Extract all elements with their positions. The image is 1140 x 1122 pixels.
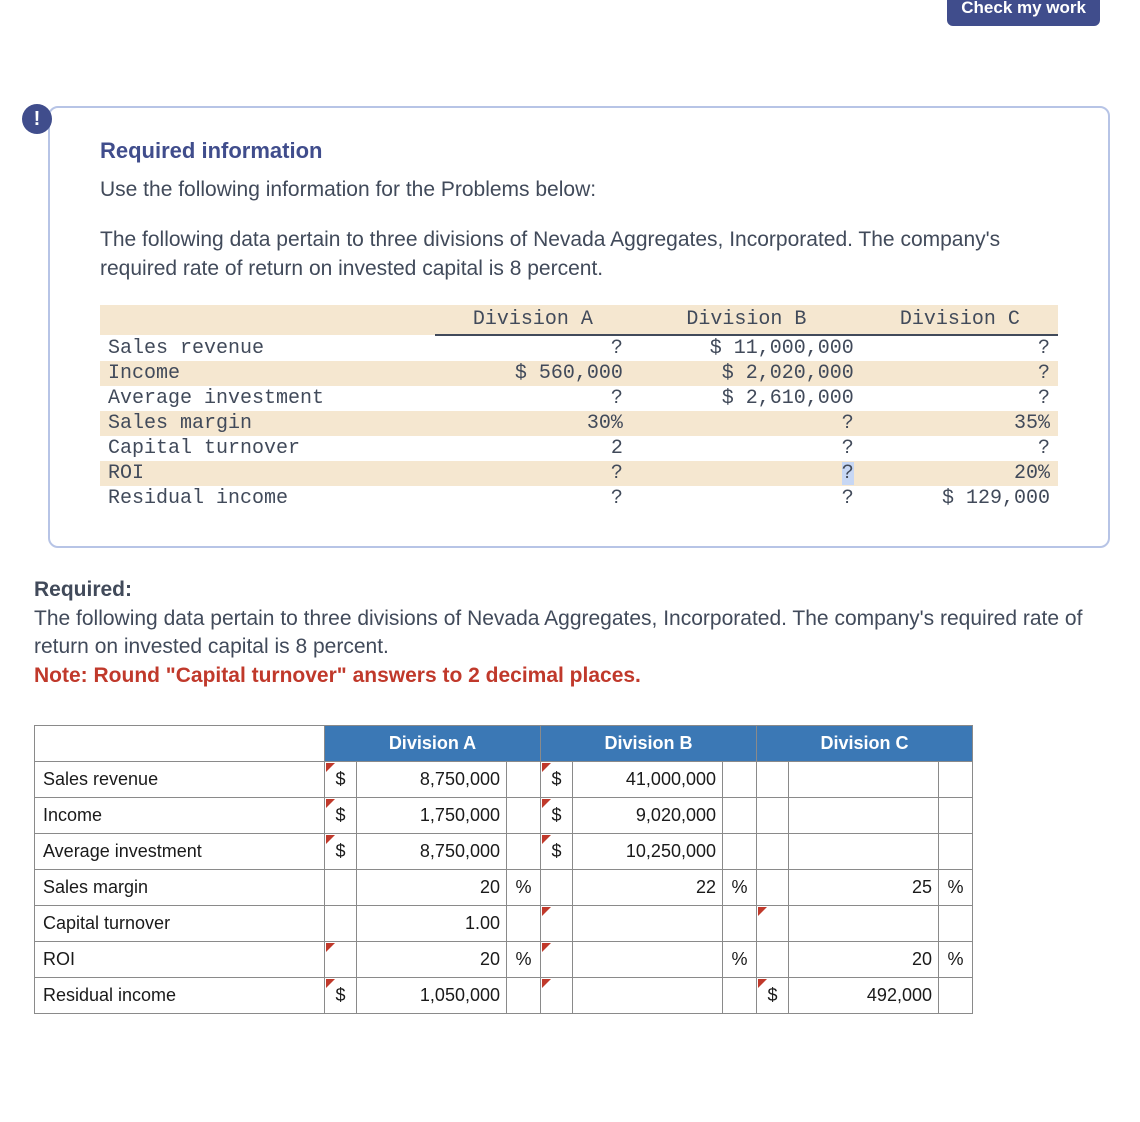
input-cell[interactable] xyxy=(789,798,939,834)
ans-row-sales-margin: Sales margin 20 % 22 % 25 % xyxy=(35,870,973,906)
currency-prefix[interactable]: $ xyxy=(541,762,573,798)
ans-row-avg-invest: Average investment $ 8,750,000 $ 10,250,… xyxy=(35,834,973,870)
input-cell[interactable] xyxy=(789,834,939,870)
alert-icon: ! xyxy=(22,104,52,134)
input-cell[interactable]: 20 xyxy=(789,942,939,978)
currency-prefix[interactable]: $ xyxy=(541,798,573,834)
panel-line2: The following data pertain to three divi… xyxy=(100,226,1058,283)
row-cap-turnover: Capital turnover xyxy=(100,436,435,461)
percent-suffix: % xyxy=(507,942,541,978)
input-cell[interactable] xyxy=(573,978,723,1014)
ans-row-residual: Residual income $ 1,050,000 $ 492,000 xyxy=(35,978,973,1014)
input-cell[interactable] xyxy=(789,906,939,942)
row-residual: Residual income xyxy=(100,486,435,511)
input-cell[interactable]: 9,020,000 xyxy=(573,798,723,834)
input-cell[interactable]: 1,750,000 xyxy=(357,798,507,834)
required-body: The following data pertain to three divi… xyxy=(34,605,1106,660)
percent-suffix: % xyxy=(939,870,973,906)
ans-col-b: Division B xyxy=(541,726,757,762)
row-sales-margin: Sales margin xyxy=(100,411,435,436)
input-cell[interactable] xyxy=(789,762,939,798)
input-cell[interactable] xyxy=(573,942,723,978)
percent-suffix: % xyxy=(939,942,973,978)
ans-col-a: Division A xyxy=(325,726,541,762)
panel-heading: Required information xyxy=(100,138,1058,164)
input-cell[interactable] xyxy=(573,906,723,942)
input-cell[interactable]: 41,000,000 xyxy=(573,762,723,798)
input-cell[interactable]: 22 xyxy=(573,870,723,906)
input-cell[interactable]: 20 xyxy=(357,870,507,906)
col-division-a: Division A xyxy=(435,305,631,335)
currency-prefix[interactable]: $ xyxy=(757,978,789,1014)
row-income: Income xyxy=(100,361,435,386)
currency-prefix[interactable]: $ xyxy=(325,978,357,1014)
currency-prefix[interactable]: $ xyxy=(325,834,357,870)
row-sales-revenue: Sales revenue xyxy=(100,335,435,361)
currency-prefix[interactable]: $ xyxy=(541,834,573,870)
input-cell[interactable]: 8,750,000 xyxy=(357,834,507,870)
input-cell[interactable]: 492,000 xyxy=(789,978,939,1014)
panel-line1: Use the following information for the Pr… xyxy=(100,176,1058,204)
row-avg-invest: Average investment xyxy=(100,386,435,411)
input-cell[interactable]: 25 xyxy=(789,870,939,906)
col-division-c: Division C xyxy=(862,305,1058,335)
row-roi: ROI xyxy=(100,461,435,486)
ans-col-c: Division C xyxy=(757,726,973,762)
percent-suffix: % xyxy=(723,942,757,978)
currency-prefix[interactable]: $ xyxy=(325,798,357,834)
required-note: Note: Round "Capital turnover" answers t… xyxy=(34,662,1106,689)
required-section: Required: The following data pertain to … xyxy=(34,576,1106,689)
input-cell[interactable]: 1,050,000 xyxy=(357,978,507,1014)
check-my-work-button[interactable]: Check my work xyxy=(947,0,1100,26)
ans-row-sales-revenue: Sales revenue $ 8,750,000 $ 41,000,000 xyxy=(35,762,973,798)
currency-prefix[interactable]: $ xyxy=(325,762,357,798)
required-info-panel: Required information Use the following i… xyxy=(48,106,1110,548)
input-cell[interactable]: 20 xyxy=(357,942,507,978)
answer-table: Division A Division B Division C Sales r… xyxy=(34,725,973,1014)
input-cell[interactable]: 8,750,000 xyxy=(357,762,507,798)
given-data-table: Division A Division B Division C Sales r… xyxy=(100,305,1058,511)
ans-row-roi: ROI 20 % % 20 % xyxy=(35,942,973,978)
input-cell[interactable]: 1.00 xyxy=(357,906,507,942)
ans-row-cap-turnover: Capital turnover 1.00 xyxy=(35,906,973,942)
percent-suffix: % xyxy=(507,870,541,906)
ans-row-income: Income $ 1,750,000 $ 9,020,000 xyxy=(35,798,973,834)
required-title: Required: xyxy=(34,578,132,601)
input-cell[interactable]: 10,250,000 xyxy=(573,834,723,870)
percent-suffix: % xyxy=(723,870,757,906)
col-division-b: Division B xyxy=(631,305,862,335)
